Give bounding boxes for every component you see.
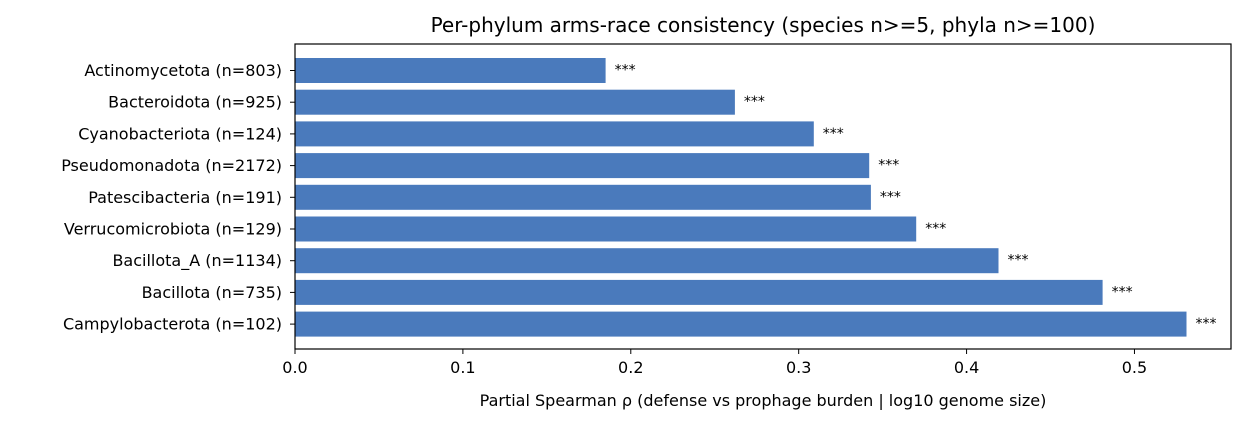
significance-label: *** xyxy=(1008,253,1029,269)
bar xyxy=(295,279,1103,305)
x-tick-label: 0.0 xyxy=(282,358,307,377)
bar xyxy=(295,216,917,242)
significance-label: *** xyxy=(880,189,901,205)
bar xyxy=(295,58,606,83)
x-tick-label: 0.5 xyxy=(1122,358,1147,377)
bar xyxy=(295,311,1187,337)
bar xyxy=(295,89,735,115)
bar xyxy=(295,153,870,179)
significance-label: *** xyxy=(1196,316,1217,332)
y-tick-label: Campylobacterota (n=102) xyxy=(63,315,282,334)
y-tick-label: Patescibacteria (n=191) xyxy=(88,188,282,207)
bar xyxy=(295,248,999,274)
y-tick-label: Cyanobacteriota (n=124) xyxy=(78,124,282,143)
x-tick-label: 0.3 xyxy=(786,358,811,377)
y-tick-labels: Actinomycetota (n=803) Bacteroidota (n=92… xyxy=(61,61,295,334)
significance-label: *** xyxy=(744,94,765,110)
y-tick-label: Bacillota_A (n=1134) xyxy=(112,251,282,271)
x-tick-label: 0.1 xyxy=(450,358,475,377)
significance-label: *** xyxy=(615,63,636,79)
significance-label: *** xyxy=(878,158,899,174)
significance-label: *** xyxy=(925,221,946,237)
x-tick-label: 0.2 xyxy=(618,358,643,377)
chart-title: Per-phylum arms-race consistency (specie… xyxy=(431,13,1096,37)
x-axis-ticks: 0.0 0.1 0.2 0.3 0.4 0.5 xyxy=(282,349,1147,377)
significance-label: *** xyxy=(1112,284,1133,300)
bar xyxy=(295,184,871,210)
x-axis-label: Partial Spearman ρ (defense vs prophage … xyxy=(480,391,1047,410)
plot-frame xyxy=(294,43,1232,350)
bar xyxy=(295,121,814,147)
significance-label: *** xyxy=(823,126,844,142)
y-tick-label: Actinomycetota (n=803) xyxy=(84,61,282,80)
bars-group: *** *** *** *** *** *** *** *** *** xyxy=(295,58,1217,337)
y-tick-label: Pseudomonadota (n=2172) xyxy=(61,156,282,175)
y-tick-label: Verrucomicrobiota (n=129) xyxy=(64,220,282,239)
x-tick-label: 0.4 xyxy=(954,358,979,377)
y-tick-label: Bacteroidota (n=925) xyxy=(108,93,282,112)
y-tick-label: Bacillota (n=735) xyxy=(142,283,282,302)
